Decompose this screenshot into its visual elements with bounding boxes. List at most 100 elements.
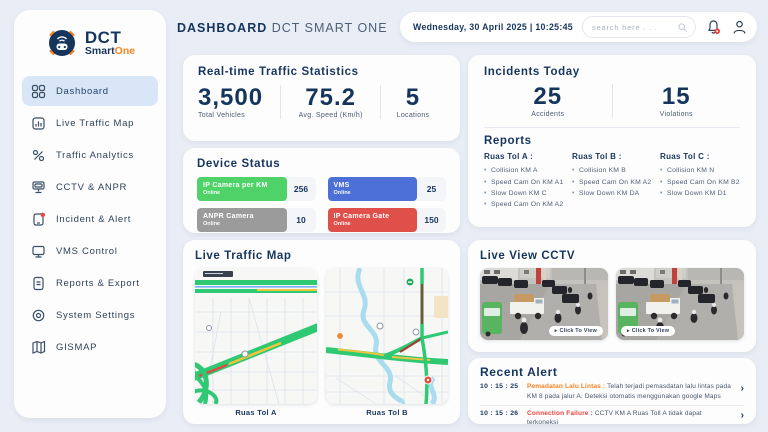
device-row-vms: VMS Online 25 [327,177,446,201]
sidebar-item-cctv-anpr[interactable]: CCTV & ANPR [22,172,158,202]
traffic-map-a[interactable] [195,268,317,404]
report-item: Speed Cam On KM B2 [660,177,740,189]
report-item: Speed Cam On KM A1 [484,177,564,189]
alert-tag: Pemadatan Lalu Lintas : [527,383,606,390]
stats-title: Real-time Traffic Statistics [198,66,359,78]
percent-icon [32,149,45,161]
dashboard-grid-icon [31,84,46,98]
map-label: Ruas Tol B [366,408,408,417]
device-row-ip-camera-per-km: IP Camera per KM Online 256 [197,177,316,201]
sidebar-item-label: Live Traffic Map [56,117,135,129]
alert-tag: Connection Failure : [527,409,593,417]
reports-title: Reports [484,135,532,148]
sidebar-item-label: Reports & Export [56,277,140,289]
document-icon [33,276,44,290]
sidebar-item-reports-export[interactable]: Reports & Export [22,268,158,298]
device-row-ip-camera-gate: IP Camera Gate Online 150 [327,208,446,232]
live-traffic-map-title: Live Traffic Map [195,250,292,262]
page-title: DASHBOARD DCT SMART ONE [177,21,388,35]
alert-row-connection-failure[interactable]: 10 : 15 : 26 Connection Failure : CCTV K… [480,406,744,432]
report-item: Speed Cam On KM A2 [572,177,652,189]
notification-bell-icon[interactable] [705,19,722,36]
report-group-ruas-tol-b: Ruas Tol B : Collision KM B Speed Cam On… [572,152,652,210]
sidebar-item-vms-control[interactable]: VMS Control [22,236,158,266]
gear-icon [32,309,45,321]
live-traffic-map-card: Live Traffic Map Ruas Tol A Ruas Tol B [183,240,460,424]
traffic-map-tile-a: Ruas Tol A [195,268,317,417]
device-status-title: Device Status [197,158,281,170]
device-count: 10 [296,215,306,225]
map-label: Ruas Tol A [235,408,277,417]
brand-logo: DCT SmartOne [14,10,166,60]
topbar: Wednesday, 30 April 2025 | 10:25:45 [400,12,757,42]
stat-total-vehicles: 3,500 Total Vehicles [198,84,264,120]
search-icon [678,22,687,32]
folded-map-icon [32,340,46,354]
alert-row-traffic-congestion[interactable]: 10 : 15 : 25 Pemadatan Lalu Lintas : Tel… [480,379,744,406]
click-to-view-button[interactable]: ▸ Click To View [621,326,676,336]
report-group-ruas-tol-c: Ruas Tol C : Collision KM N Speed Cam On… [660,152,740,210]
traffic-map-b[interactable] [326,268,448,404]
device-badge: ANPR Camera Online [197,208,287,232]
live-view-cctv-card: Live View CCTV ▸ Click To View ▸ Click To … [468,240,756,352]
device-badge: VMS Online [327,177,417,201]
device-status-card: Device Status IP Camera per KM Online 25… [183,148,460,233]
sidebar-item-dashboard[interactable]: Dashboard [22,76,158,106]
device-row-anpr-camera: ANPR Camera Online 10 [197,208,316,232]
user-profile-icon[interactable] [731,19,748,36]
brand-dct: DCT [84,28,122,48]
traffic-map-tile-b: Ruas Tol B [326,268,448,417]
sidebar-item-label: Traffic Analytics [56,149,134,161]
alert-time: 10 : 15 : 25 [480,383,519,390]
cctv-thumbnail-1[interactable]: ▸ Click To View [480,268,608,340]
stat-avg-speed: 75.2 Avg. Speed (Km/h) [280,84,381,120]
sidebar-menu: Dashboard Live Traffic Map Traffic Analy… [14,76,166,362]
alert-time: 10 : 15 : 26 [480,409,519,417]
alert-text: Telah terjadi pemasdatan lalu lintas pad… [527,383,732,400]
device-badge: IP Camera Gate Online [327,208,417,232]
report-item: Collision KM A [484,165,564,177]
cctv-thumbnail-2[interactable]: ▸ Click To View [616,268,744,340]
stat-locations: 5 Locations [396,84,430,120]
device-count: 256 [293,184,309,194]
sidebar-item-label: CCTV & ANPR [56,181,128,193]
sidebar-item-incident-alert[interactable]: Incident & Alert [22,204,158,234]
brand-smartone: SmartOne [84,45,136,58]
divider [484,127,740,129]
report-item: Slow Down KM DA [572,188,652,200]
search-box[interactable] [581,16,696,38]
incident-accidents: 25 Accidents [484,83,613,119]
play-icon: ▸ [627,328,630,334]
device-badge: IP Camera per KM Online [197,177,287,201]
datetime-display: Wednesday, 30 April 2025 | 10:25:45 [413,22,573,32]
click-to-view-button[interactable]: ▸ Click To View [548,326,603,336]
incidents-reports-card: Incidents Today 25 Accidents 15 Violatio… [468,55,756,227]
sidebar-item-traffic-analytics[interactable]: Traffic Analytics [22,140,158,170]
chevron-right-icon: › [740,409,744,421]
sidebar-item-label: Incident & Alert [56,213,132,225]
sidebar-item-gismap[interactable]: GISMAP [22,332,158,362]
traffic-statistics-card: Real-time Traffic Statistics 3,500 Total… [183,55,460,141]
recent-alert-title: Recent Alert [480,365,558,379]
sidebar-item-live-traffic-map[interactable]: Live Traffic Map [22,108,158,138]
cctv-monitor-icon [32,180,45,193]
monitor-icon [32,245,45,258]
report-item: Slow Down KM D1 [660,188,740,200]
dct-logo-icon [48,30,75,56]
live-view-cctv-title: Live View CCTV [480,250,576,262]
play-icon: ▸ [554,328,558,334]
report-item: Slow Down KM C [484,188,564,200]
search-input[interactable] [589,21,677,33]
sidebar-item-system-settings[interactable]: System Settings [22,300,158,330]
report-item: Speed Cam On KM A2 [484,199,564,211]
sidebar-item-label: Dashboard [56,85,109,97]
bar-chart-icon [32,116,45,130]
sidebar: DCT SmartOne Dashboard Live Traffic Map [14,10,166,418]
report-group-ruas-tol-a: Ruas Tol A : Collision KM A Speed Cam On… [484,152,564,210]
sidebar-item-label: VMS Control [56,245,118,257]
chevron-right-icon: › [740,383,744,394]
device-count: 25 [426,184,437,194]
report-item: Collision KM B [572,165,652,177]
recent-alert-card: Recent Alert 10 : 15 : 25 Pemadatan Lalu… [468,358,756,426]
